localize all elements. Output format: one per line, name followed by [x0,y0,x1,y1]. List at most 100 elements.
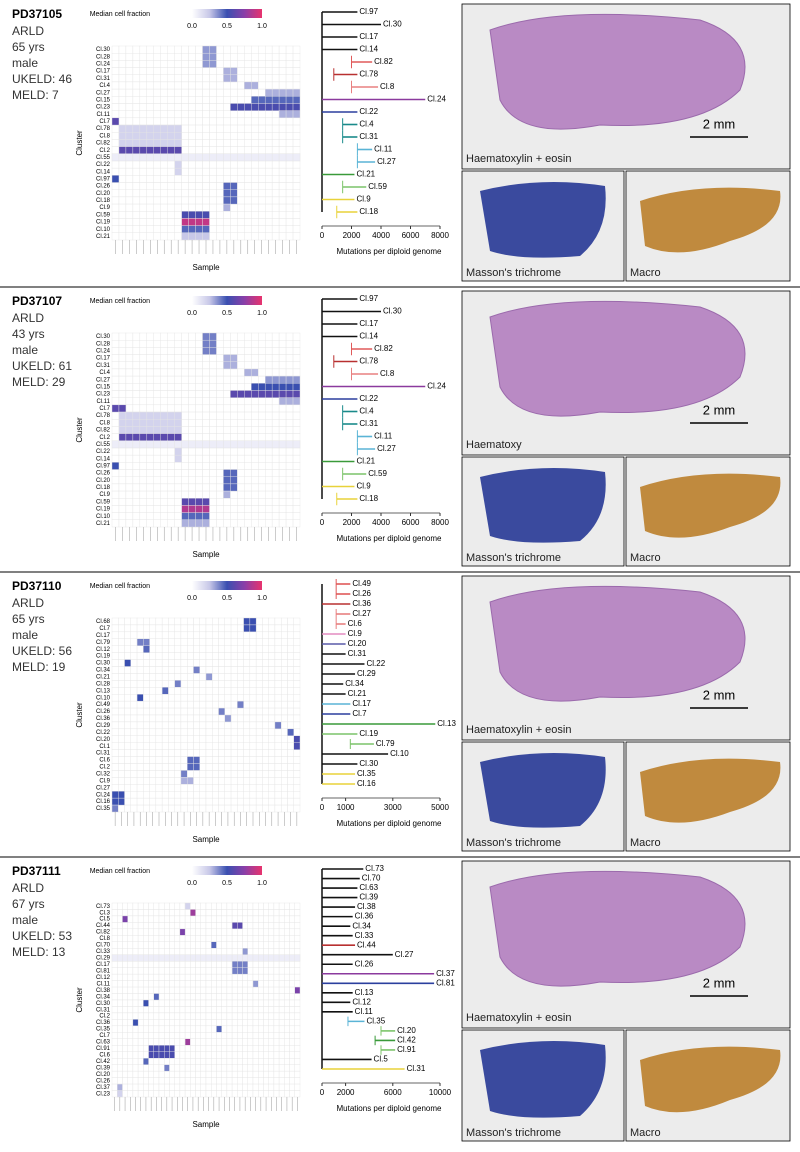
heatmap-cell-bg [218,687,226,695]
heatmap-cell-bg [132,941,139,949]
heatmap-cell-bg [226,1045,233,1052]
heatmap-cell-bg [111,45,120,54]
heatmap-cell-bg [292,81,301,90]
heatmap-cell-bg [148,1038,154,1046]
heatmap-cell [184,954,191,962]
heatmap-cell-bg [258,81,266,90]
cluster-label: Cl.34 [96,994,111,1000]
heatmap-cell-bg [278,1038,285,1046]
heatmap-cell-bg [195,1019,201,1027]
heatmap-cell-bg [137,941,144,949]
heatmap-cell-bg [155,777,163,785]
heatmap-cell-bg [181,60,189,68]
heatmap-cell-bg [212,791,219,799]
heatmap-cell-bg [273,915,280,923]
heatmap-cell-bg [251,139,259,147]
heatmap-cell-bg [168,735,175,743]
heatmap-cell-bg [186,742,194,750]
heatmap-cell-bg [224,728,232,736]
heatmap-cell-bg [216,175,224,183]
heatmap-cell-bg [125,354,134,362]
heatmap-cell-bg [117,922,123,930]
heatmap-cell-bg [281,680,288,688]
heatmap-cell-bg [223,447,231,456]
heatmap-cell-bg [202,74,210,83]
heatmap-cell-bg [184,973,191,981]
heatmap-cell-bg [136,687,144,695]
image-label: Haematoxylin + eosin [466,153,571,165]
heatmap-cell-bg [237,45,245,54]
legend-tick-label: 0.0 [187,23,197,30]
heatmap-cell [271,88,280,97]
heatmap-cell-bg [230,617,238,626]
heatmap-cell [188,153,196,162]
heatmap-cell-bg [139,347,148,355]
heatmap-cell-bg [205,728,213,736]
heatmap-cell-bg [268,777,276,785]
heatmap-cell-bg [132,1025,139,1033]
heatmap-cell-bg [125,167,134,176]
heatmap-cell [111,954,118,962]
heatmap-cell-bg [216,1057,222,1065]
x-tick-label: 2000 [343,231,361,240]
heatmap-cell-bg [252,928,259,936]
heatmap-cell-bg [251,483,259,492]
heatmap-cell-bg [174,476,182,485]
heatmap-cell-bg [268,756,276,764]
heatmap-cell-bg [132,404,141,413]
heatmap-cell-bg [209,132,217,140]
heatmap-cell [230,103,238,111]
branch-label: Cl.8 [380,369,395,378]
heatmap-cell-bg [244,175,252,183]
heatmap-cell-bg [111,132,120,140]
heatmap-cell [195,498,203,506]
heatmap-cell-bg [181,182,189,190]
heatmap-cell [293,735,301,743]
heatmap-cell-bg [160,218,168,226]
heatmap-cell-bg [242,1038,248,1046]
heatmap-cell-bg [188,397,196,406]
heatmap-cell-bg [199,714,207,723]
heatmap-cell-bg [181,74,189,83]
heatmap-cell-bg [111,652,119,660]
heatmap-cell-bg [264,483,273,492]
heatmap-cell-bg [264,218,273,226]
heatmap-cell-bg [278,519,287,528]
heatmap-cell-bg [118,103,127,111]
heatmap-cell-bg [212,742,219,750]
heatmap-cell-bg [167,476,175,485]
heatmap-cell-bg [268,638,276,646]
heatmap-cell [184,1038,191,1046]
heatmap-cell-bg [202,469,210,477]
heatmap-cell-bg [195,67,203,75]
heatmap-cell-bg [181,483,189,492]
heatmap-cell-bg [268,1051,275,1059]
heatmap-cell-bg [167,332,175,341]
heatmap-cell-bg [249,791,257,799]
heatmap-cell [205,954,212,962]
heatmap-cell-bg [161,631,169,639]
heatmap-cell-bg [174,175,182,183]
heatmap-cell-bg [188,483,196,492]
heatmap-cell-bg [263,1090,269,1098]
heatmap-cell-bg [174,617,182,626]
heatmap-cell-bg [181,45,189,54]
heatmap-cell-bg [216,1077,222,1085]
heatmap-cell-bg [226,1012,233,1020]
heatmap-cell-bg [132,909,139,917]
heatmap-cell-bg [244,411,252,420]
heatmap-cell-bg [190,1064,196,1072]
heatmap-cell-bg [155,804,163,813]
heatmap-cell-bg [216,909,222,917]
heatmap-cell-bg [148,961,154,968]
heatmap-cell-bg [281,659,288,667]
heatmap-cell-bg [181,397,189,406]
cluster-label: Cl.8 [99,420,110,426]
heatmap-cell [153,993,160,1001]
branch-label: Cl.17 [359,32,378,41]
heatmap-cell-bg [200,902,207,910]
heatmap-cell-bg [209,81,217,90]
heatmap-cell-bg [153,167,161,176]
heatmap-cell-bg [111,167,120,176]
